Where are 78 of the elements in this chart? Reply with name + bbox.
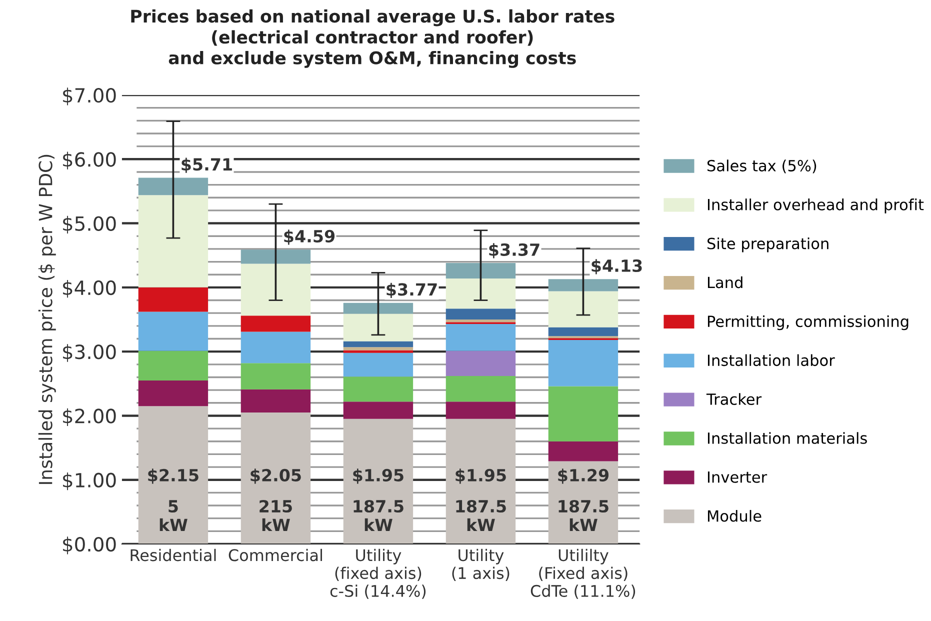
data-label: $2.05	[250, 468, 301, 484]
x-tick-label: Utility (1 axis)	[452, 548, 510, 581]
bar	[343, 347, 414, 350]
bar	[343, 350, 414, 353]
legend-label: Tracker	[706, 393, 762, 406]
data-label: $2.15	[148, 468, 198, 484]
bar	[138, 178, 208, 196]
bar	[240, 316, 311, 332]
annotation: 5 kW	[160, 500, 188, 531]
bar	[548, 291, 618, 328]
bar	[446, 278, 516, 309]
x-tick-label: Utility (fixed axis) c-Si (14.4%)	[330, 548, 426, 599]
legend-label: Sales tax (5%)	[707, 160, 816, 174]
y-tick-label: $7.00	[63, 88, 116, 106]
y-tick-label: $6.00	[63, 152, 116, 170]
bar	[548, 327, 618, 336]
bar	[343, 352, 414, 377]
data-label: $1.95	[353, 468, 404, 484]
legend-label: Installation materials	[708, 432, 867, 444]
y-tick-label: $4.00	[63, 280, 116, 298]
annotation: 215 kW	[260, 500, 292, 531]
legend-label: Inverter	[708, 472, 768, 483]
bar	[343, 402, 414, 419]
bar	[446, 402, 516, 419]
bar	[240, 250, 311, 264]
bar	[343, 341, 414, 348]
bar	[240, 264, 311, 316]
bar	[343, 376, 414, 402]
annotation: $3.37	[489, 243, 540, 258]
annotation: 187.5 kW	[558, 500, 608, 531]
annotation: 187.5 kW	[354, 500, 404, 531]
bar	[138, 195, 208, 288]
annotation: 187.5 kW	[456, 500, 506, 531]
annotation: $4.59	[284, 230, 335, 245]
legend-label: Module	[708, 510, 762, 522]
x-tick-label: Commercial	[228, 548, 322, 562]
bar	[138, 350, 208, 380]
bar	[138, 380, 208, 406]
bar	[343, 314, 414, 342]
bar	[138, 312, 208, 351]
bar	[240, 363, 311, 390]
bar	[446, 320, 516, 322]
bar	[446, 263, 516, 278]
bar	[446, 324, 516, 351]
y-tick-label: $1.00	[63, 472, 116, 490]
legend-label: Installer overhead and profit	[708, 198, 924, 214]
bar	[240, 412, 311, 544]
bar	[240, 389, 311, 413]
bar	[446, 376, 516, 402]
legend-label: Site preparation	[707, 237, 828, 252]
annotation: $3.77	[386, 282, 437, 298]
bar	[548, 441, 618, 462]
x-tick-label: Utililty (Fixed axis) CdTe (11.1%)	[530, 548, 636, 599]
bar	[343, 418, 414, 544]
bar	[548, 279, 618, 292]
y-tick-label: $2.00	[63, 408, 116, 426]
bar	[138, 287, 208, 312]
bar	[446, 350, 516, 376]
y-tick-label: $5.00	[63, 216, 116, 234]
legend-label: Land	[708, 276, 742, 288]
chart-title: Prices based on national average U.S. labor rates (electrical contractor and roofer) and exclude system O&M, financing costs	[131, 9, 614, 68]
data-label: $1.29	[558, 468, 609, 484]
annotation: $5.71	[182, 158, 232, 173]
annotation: $4.13	[592, 259, 642, 274]
data-label: $1.95	[456, 468, 506, 484]
bar	[446, 418, 516, 544]
bar	[548, 386, 618, 442]
y-tick-label: $0.00	[63, 536, 116, 554]
bar	[446, 308, 516, 320]
bar	[548, 340, 618, 386]
legend-label: Permitting, commissioning	[708, 315, 908, 330]
bar	[343, 302, 414, 314]
bar	[240, 332, 311, 364]
x-tick-label: Residential	[130, 548, 216, 562]
y-tick-label: $3.00	[63, 344, 116, 362]
bar	[138, 406, 208, 544]
y-axis-title: Installed system price ($ per W PDC)	[38, 154, 56, 484]
legend-label: Installation labor	[708, 354, 835, 366]
